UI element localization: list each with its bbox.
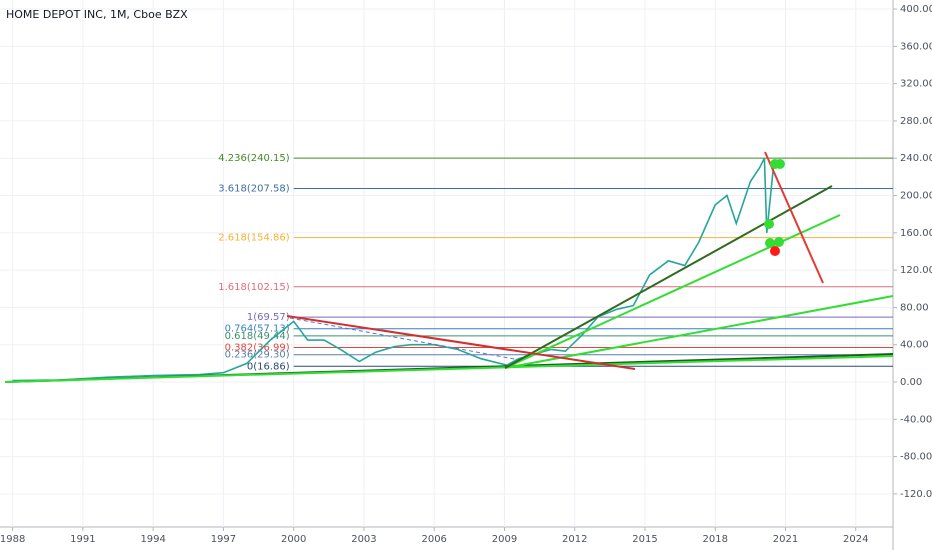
y-tick-label: 40.00 [900, 340, 929, 351]
x-tick-label: 2003 [351, 534, 376, 545]
x-tick-label: 2012 [562, 534, 587, 545]
marker [764, 219, 774, 229]
x-tick-label: 2015 [632, 534, 657, 545]
chart-title: HOME DEPOT INC, 1M, Cboe BZX [6, 8, 188, 21]
fib-label: 0.236(29.30) [225, 350, 290, 361]
y-tick-label: 320.00 [900, 79, 932, 90]
y-tick-label: 360.00 [900, 41, 932, 52]
y-tick-label: -80.00 [900, 452, 932, 463]
dashed-line [289, 317, 521, 361]
marker [775, 159, 785, 169]
fib-levels: 4.236(240.15) 3.618(207.58) 2.618(154.86) 1… [218, 153, 893, 372]
x-tick-label: 2009 [492, 534, 517, 545]
fib-label: 1(69.57) [247, 312, 290, 323]
marker [774, 237, 784, 247]
trend-lines [4, 151, 894, 383]
marker [765, 238, 775, 248]
y-tick-label: 160.00 [900, 228, 932, 239]
fib-label: 0.382(36.99) [225, 343, 290, 354]
price-axis-bg [893, 0, 932, 550]
y-tick-label: 240.00 [900, 153, 932, 164]
grid [0, 0, 893, 527]
price-line [12, 157, 775, 382]
y-tick-label: 280.00 [900, 116, 932, 127]
x-tick-label: 2000 [281, 534, 306, 545]
x-tick-label: 1988 [0, 534, 25, 545]
y-tick-label: 120.00 [900, 265, 932, 276]
trend-line [504, 295, 894, 369]
y-tick-label: 200.00 [900, 191, 932, 202]
marker [770, 246, 780, 256]
fib-label: 0.618(49.44) [225, 331, 290, 342]
fib-label: 2.618(154.86) [218, 233, 290, 244]
x-tick-label: 1991 [70, 534, 95, 545]
x-tick-label: 1994 [140, 534, 165, 545]
fib-label: 3.618(207.58) [218, 183, 290, 194]
x-tick-label: 2021 [773, 534, 798, 545]
price [12, 157, 775, 382]
x-tick-label: 2024 [843, 534, 868, 545]
y-tick-label: -40.00 [900, 414, 932, 425]
x-tick-label: 1997 [211, 534, 236, 545]
y-tick-label: 0.00 [900, 377, 922, 388]
fib-label: 1.618(102.15) [218, 282, 290, 293]
trend-line [764, 151, 824, 284]
fib-label: 0(16.86) [247, 361, 290, 372]
fib-label: 0.764(57.13) [225, 324, 290, 335]
trend-line [286, 315, 636, 370]
fib-label: 4.236(240.15) [218, 153, 290, 164]
x-tick-label: 2018 [703, 534, 728, 545]
trend-line [4, 355, 894, 383]
y-tick-label: -120.00 [900, 489, 932, 500]
x-tick-label: 2006 [421, 534, 446, 545]
trend-line [504, 214, 841, 369]
y-tick-label: 400.00 [900, 4, 932, 15]
y-tick-label: 80.00 [900, 302, 929, 313]
trend-line [504, 185, 833, 369]
